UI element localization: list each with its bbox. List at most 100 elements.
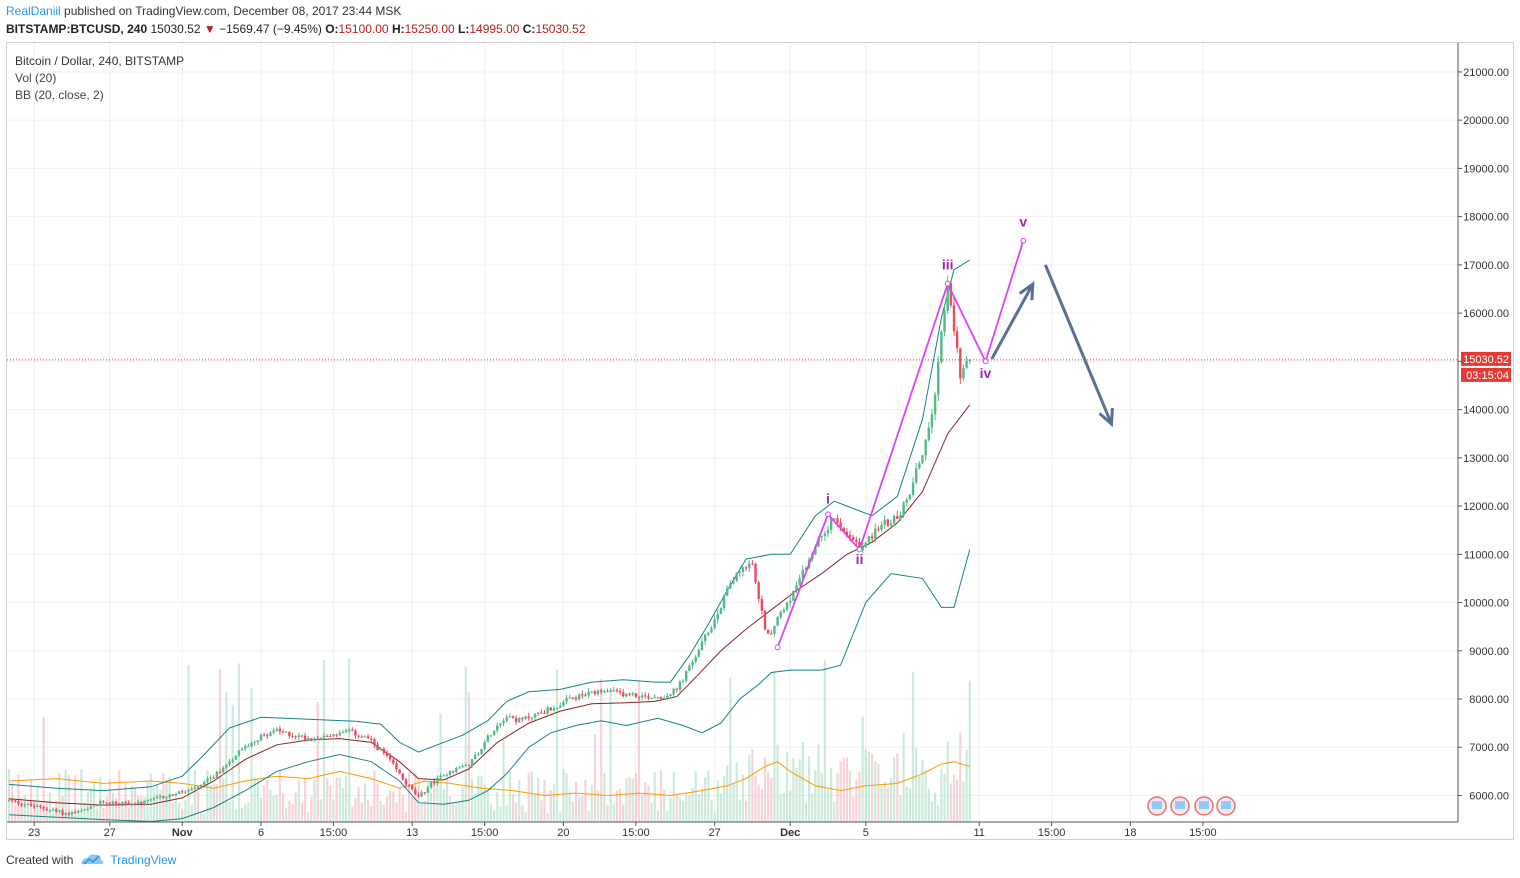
candle-body: [136, 801, 140, 805]
price-tick-label: 10000.00: [1463, 598, 1509, 610]
candle-body: [486, 735, 489, 743]
volume-bar: [480, 776, 483, 822]
volume-bar: [200, 811, 203, 822]
bb-basis-line: [8, 404, 971, 806]
volume-bar: [414, 772, 417, 822]
volume-bar: [911, 672, 915, 822]
low-label: L:: [458, 22, 470, 36]
volume-bar: [789, 790, 792, 822]
candle-body: [864, 542, 867, 547]
candle-body: [14, 800, 17, 802]
price-tick-label: 16000.00: [1463, 308, 1509, 320]
volume-bar: [464, 666, 467, 822]
candle-body: [593, 691, 597, 695]
author-link[interactable]: RealDaniil: [6, 4, 61, 18]
legend-volume[interactable]: Vol (20): [15, 71, 57, 85]
candle-body: [691, 661, 694, 666]
volume-ma-line: [8, 761, 970, 797]
candle-body: [600, 690, 603, 692]
volume-bar: [316, 701, 319, 822]
candle-body: [398, 769, 401, 774]
volume-bar: [338, 777, 341, 822]
candle-body: [650, 698, 653, 700]
legend-title[interactable]: Bitcoin / Dollar, 240, BITSTAMP: [15, 54, 185, 68]
volume-bar: [42, 716, 45, 822]
candle-body: [240, 748, 244, 751]
last-price-tag: [1461, 351, 1511, 366]
candle-body: [102, 801, 105, 803]
candle-body: [228, 761, 231, 765]
volume-bar: [556, 669, 559, 822]
symbol-label[interactable]: BITSTAMP:BTCUSD, 240: [6, 22, 148, 36]
volume-bar: [861, 716, 864, 822]
volume-bar: [140, 796, 143, 822]
candle-body: [319, 737, 323, 740]
candle-body: [159, 796, 162, 798]
volume-bar: [826, 789, 830, 822]
volume-bar: [357, 787, 360, 822]
candle-body: [92, 805, 96, 807]
volume-bar: [748, 754, 751, 822]
legend-bollinger[interactable]: BB (20, close, 2): [15, 88, 104, 102]
volume-bar: [543, 779, 546, 822]
volume-bar: [760, 788, 763, 822]
candle-body: [530, 717, 534, 719]
candle-body: [571, 697, 575, 699]
candle-body: [297, 735, 300, 738]
candle-body: [376, 744, 379, 751]
candle-body: [927, 427, 930, 440]
volume-bar: [165, 779, 168, 822]
tradingview-brand[interactable]: TradingView: [79, 852, 176, 868]
candle-body: [615, 690, 619, 692]
volume-bar: [344, 775, 348, 822]
volume-bar: [745, 800, 748, 822]
volume-bar: [121, 801, 124, 822]
volume-bar: [852, 796, 855, 822]
wave-point: [856, 546, 863, 553]
volume-bar: [458, 801, 461, 822]
volume-bar: [39, 802, 42, 822]
volume-bar: [455, 802, 458, 822]
candle-body: [511, 716, 515, 719]
candlesticks: [7, 275, 971, 817]
volume-bar: [407, 771, 411, 822]
volume-bar: [209, 784, 212, 822]
volume-bar: [171, 802, 174, 822]
candle-body: [266, 735, 269, 737]
volume-bar: [867, 751, 871, 822]
candle-body: [918, 463, 921, 469]
volume-bar: [313, 778, 316, 822]
candle-body: [83, 809, 86, 811]
volume-bar: [228, 802, 231, 822]
volume-bar: [395, 802, 398, 822]
volume-bar: [467, 691, 470, 822]
chart-frame[interactable]: [6, 42, 1514, 840]
candle-body: [855, 539, 858, 543]
volume-bar: [23, 795, 26, 822]
candle-body: [792, 590, 795, 601]
candle-body: [933, 394, 937, 415]
volume-bar: [776, 744, 779, 822]
volume-bar: [587, 810, 590, 822]
candle-body: [42, 806, 45, 809]
time-tick-label: Dec: [780, 827, 800, 839]
volume-bar: [159, 790, 162, 822]
candle-body: [952, 305, 956, 332]
volume-bar: [697, 794, 700, 822]
volume-bar: [67, 775, 70, 822]
candle-body: [905, 499, 908, 503]
candle-body: [675, 688, 678, 690]
price-tick-label: 12000.00: [1463, 501, 1509, 513]
volume-bar: [713, 812, 716, 822]
candle-body: [940, 331, 943, 362]
volume-bar: [234, 809, 237, 822]
volume-bar: [653, 772, 656, 822]
candle-body: [962, 367, 965, 379]
volume-bar: [367, 800, 370, 822]
candle-body: [212, 777, 215, 779]
candle-body: [795, 585, 798, 591]
candle-body: [363, 736, 367, 738]
wave-label: iii: [942, 257, 954, 273]
volume-bar: [411, 796, 414, 822]
